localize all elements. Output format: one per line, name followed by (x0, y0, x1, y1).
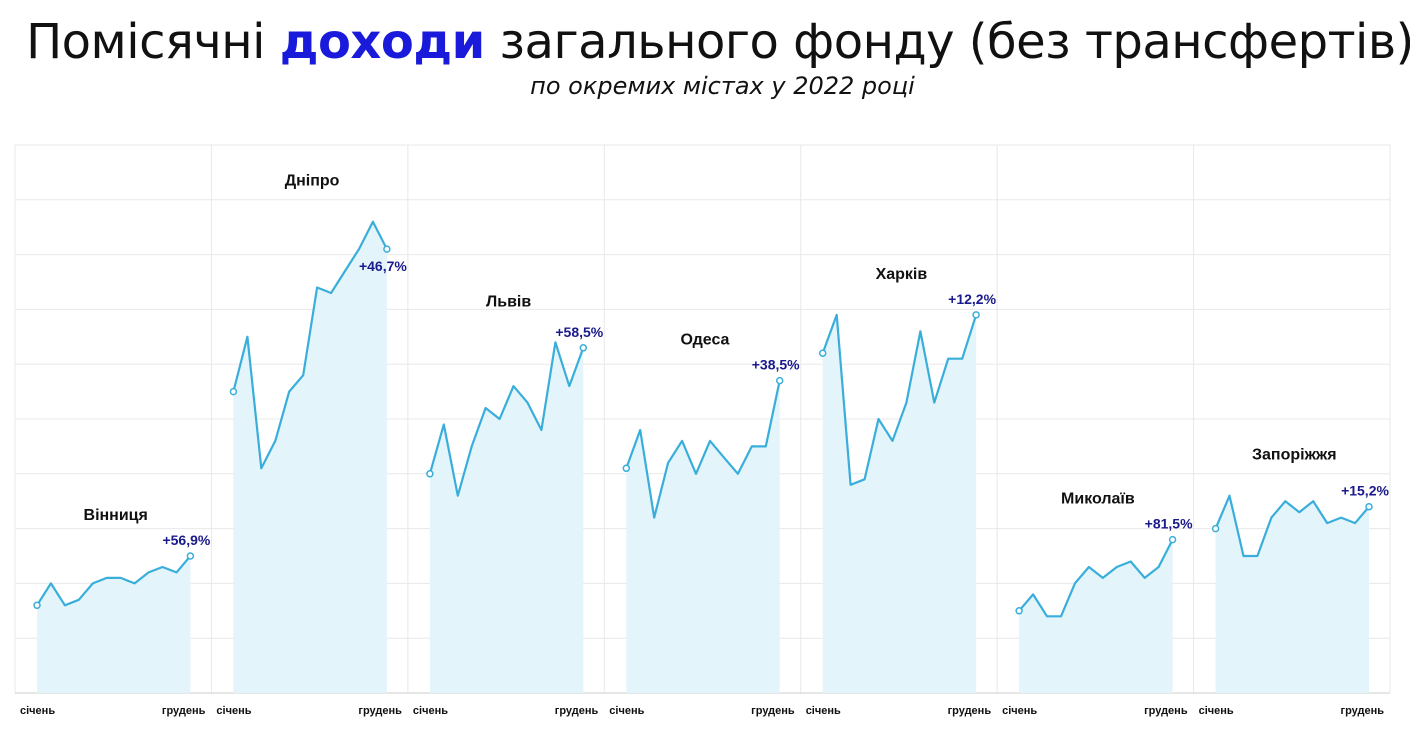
title-highlight: доходи (279, 14, 486, 70)
x-tick-label: січень (1199, 705, 1234, 717)
x-tick-label: січень (413, 705, 448, 717)
x-tick-label: січень (609, 705, 644, 717)
series-label: Харків (876, 266, 928, 283)
title-text-after: загального фонду (без трансфертів) (484, 14, 1410, 70)
area-fill-0 (37, 556, 191, 693)
series-line-4 (821, 313, 978, 486)
x-tick-label: грудень (555, 705, 599, 717)
data-label: +12,2% (948, 291, 996, 307)
area-fill-5 (1019, 539, 1173, 693)
series-label: Миколаїв (1061, 491, 1135, 508)
area-fill-6 (1215, 495, 1369, 693)
chart-subtitle: по окремих містах у 2022 році (530, 72, 915, 100)
data-label: +56,9% (162, 532, 210, 548)
x-tick-label: січень (1002, 705, 1037, 717)
data-label: +58,5% (555, 324, 603, 340)
title-text-before: Помісячні (26, 14, 280, 70)
data-label: +46,7% (359, 258, 407, 274)
x-tick-label: грудень (948, 705, 992, 717)
series-line-3 (625, 380, 781, 519)
point-marker (186, 552, 195, 560)
data-label: +15,2% (1341, 483, 1389, 499)
data-label: +38,5% (752, 357, 800, 373)
data-label: +81,5% (1145, 516, 1193, 532)
x-tick-label: грудень (751, 705, 795, 717)
series-label: Львів (486, 293, 531, 310)
area-fill-3 (626, 380, 780, 693)
series-label: Дніпро (285, 173, 340, 190)
point-marker (818, 349, 827, 357)
area-fill-2 (429, 342, 584, 693)
series-label: Одеса (681, 332, 730, 349)
point-marker (426, 470, 434, 478)
chart-title: Помісячні доходи загального фонду (без т… (0, 14, 1410, 70)
series-line-2 (428, 341, 585, 497)
series-label: Вінниця (84, 507, 148, 524)
x-tick-label: грудень (162, 705, 206, 717)
series-line-0 (36, 555, 192, 607)
series-label: Запоріжжя (1252, 447, 1337, 464)
point-marker (229, 387, 238, 396)
area-fill-4 (822, 314, 977, 693)
point-marker (972, 311, 980, 319)
point-marker (1365, 502, 1373, 511)
point-marker (775, 376, 784, 385)
x-tick-label: грудень (358, 705, 402, 717)
point-marker (622, 464, 631, 473)
point-marker (579, 344, 588, 352)
x-tick-label: грудень (1340, 705, 1384, 717)
area-fill-1 (233, 221, 387, 693)
point-marker (383, 245, 391, 253)
x-tick-label: січень (20, 705, 55, 717)
x-tick-label: січень (806, 705, 841, 717)
point-marker (1211, 524, 1220, 533)
point-marker (1015, 607, 1023, 615)
series-line-6 (1214, 494, 1370, 558)
series-line-5 (1018, 539, 1174, 618)
point-marker (1168, 535, 1177, 544)
point-marker (33, 601, 41, 610)
x-tick-label: грудень (1144, 705, 1188, 717)
x-tick-label: січень (216, 705, 251, 717)
series-line-1 (232, 220, 388, 470)
